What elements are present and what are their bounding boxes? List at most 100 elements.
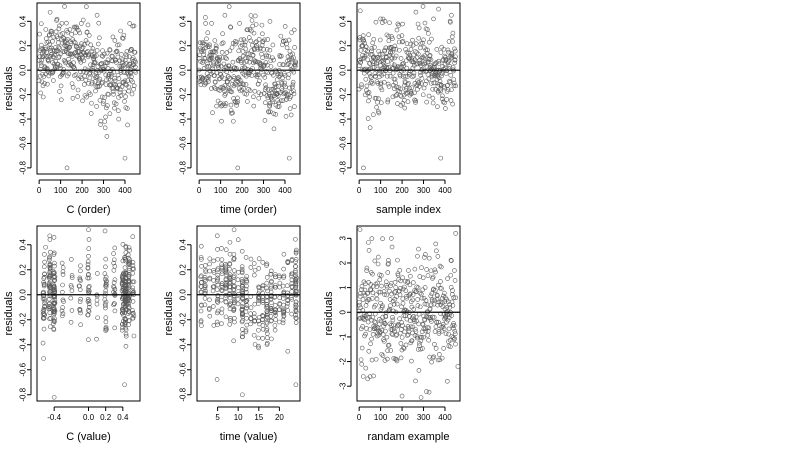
data-point [42,274,47,280]
data-point [400,275,405,280]
data-point [452,278,458,283]
data-point [130,299,136,304]
data-point [445,317,451,323]
data-point [215,247,220,252]
plot-frame [36,225,141,402]
data-point [223,295,228,300]
data-point [249,73,255,78]
data-point [448,19,453,25]
data-point [47,9,53,15]
data-point [367,125,373,130]
data-point [359,361,365,367]
data-point [278,98,284,103]
data-point [398,355,404,361]
data-point [41,326,47,332]
data-point [244,315,249,321]
data-point [111,260,116,266]
data-point [120,242,126,247]
data-point [252,59,258,65]
data-point [198,308,204,314]
data-point [125,293,131,298]
data-point [406,50,411,56]
data-point [426,255,432,261]
data-point [232,315,237,321]
data-point [364,87,369,93]
data-point [271,126,277,132]
data-point [226,63,232,69]
data-point [269,336,274,342]
data-point [389,55,394,61]
x-tick-label: 300 [417,413,431,422]
data-point [413,98,419,104]
data-point [367,327,373,332]
data-point [281,306,286,312]
data-point [409,85,415,90]
data-point [38,21,44,27]
data-point [447,304,453,310]
data-point [417,45,423,51]
data-point [240,287,245,293]
data-point [125,106,130,111]
data-point [124,49,130,54]
data-point [111,302,116,308]
data-point [378,100,384,105]
data-point [293,307,299,313]
data-point [428,57,434,62]
data-point [87,304,92,310]
data-point [60,35,66,40]
data-point [289,289,295,294]
data-point [103,299,109,305]
data-point [238,81,244,87]
data-point [425,47,430,53]
data-point [374,292,379,297]
data-point [426,31,431,36]
data-point [72,40,78,46]
data-point [433,346,439,351]
data-point [45,81,50,87]
data-point [131,23,137,29]
data-point [207,68,213,74]
data-point [86,275,92,281]
data-point [112,301,117,307]
data-point [251,103,257,109]
data-point [81,58,87,64]
data-point [389,322,394,328]
data-point [123,327,129,333]
data-point [449,51,455,56]
data-point [362,287,368,293]
data-point [227,291,232,296]
data-point [251,261,257,266]
data-point [239,60,244,65]
data-point [114,48,120,54]
data-point [394,66,400,72]
data-point [371,373,376,379]
data-point [67,27,73,32]
data-point [103,281,109,287]
data-point [248,305,254,310]
data-point [364,326,369,331]
data-point [264,263,269,268]
data-point [117,58,122,64]
data-point [401,346,407,351]
y-axis-label: residuals [323,66,335,111]
data-point [120,275,125,281]
data-point [97,83,102,89]
data-point [420,287,426,293]
data-point [369,357,375,363]
data-point [363,76,369,82]
data-point [439,355,445,361]
data-point [365,315,370,320]
data-point [243,309,249,315]
data-point [293,249,299,255]
data-point [383,279,389,285]
data-point [382,321,388,327]
data-point [119,84,125,90]
data-point [267,100,273,106]
data-point [400,38,406,44]
data-point [222,103,228,109]
x-axis-label: time (value) [220,431,277,443]
data-point [285,62,291,68]
data-point [383,45,389,51]
data-point [129,91,135,97]
data-point [392,279,398,285]
